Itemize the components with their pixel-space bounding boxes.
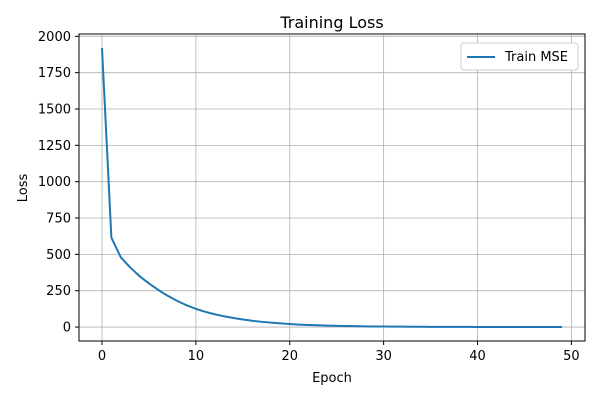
series-layer bbox=[101, 47, 563, 329]
y-tick-label: 2000 bbox=[38, 30, 71, 45]
legend-label-train-mse: Train MSE bbox=[504, 50, 568, 65]
grid bbox=[79, 34, 585, 341]
legend-box bbox=[460, 42, 579, 71]
x-axis-ticks: 0 10 20 30 40 50 bbox=[98, 341, 580, 364]
y-tick-label: 1000 bbox=[38, 175, 71, 190]
x-tick-label: 0 bbox=[98, 349, 106, 364]
x-tick-label: 40 bbox=[469, 349, 486, 364]
y-axis-label: Loss bbox=[16, 174, 31, 203]
chart-title: Training Loss bbox=[279, 13, 383, 32]
x-axis-label: Epoch bbox=[312, 371, 352, 386]
x-tick-label: 30 bbox=[375, 349, 392, 364]
y-axis-ticks: 0 250 500 750 1000 1250 1500 1750 2000 bbox=[38, 30, 79, 336]
x-tick-label: 10 bbox=[188, 349, 205, 364]
y-tick-label: 1750 bbox=[38, 66, 71, 81]
legend: Train MSE bbox=[460, 42, 579, 71]
plot-frame bbox=[78, 33, 586, 342]
y-tick-label: 250 bbox=[46, 284, 71, 299]
y-tick-label: 750 bbox=[46, 212, 71, 227]
y-tick-label: 500 bbox=[46, 248, 71, 263]
y-tick-label: 1250 bbox=[38, 139, 71, 154]
y-tick-label: 1500 bbox=[38, 103, 71, 118]
x-tick-label: 20 bbox=[281, 349, 298, 364]
y-tick-label: 0 bbox=[63, 321, 71, 336]
series-line-train-mse bbox=[101, 47, 563, 329]
x-tick-label: 50 bbox=[563, 349, 580, 364]
